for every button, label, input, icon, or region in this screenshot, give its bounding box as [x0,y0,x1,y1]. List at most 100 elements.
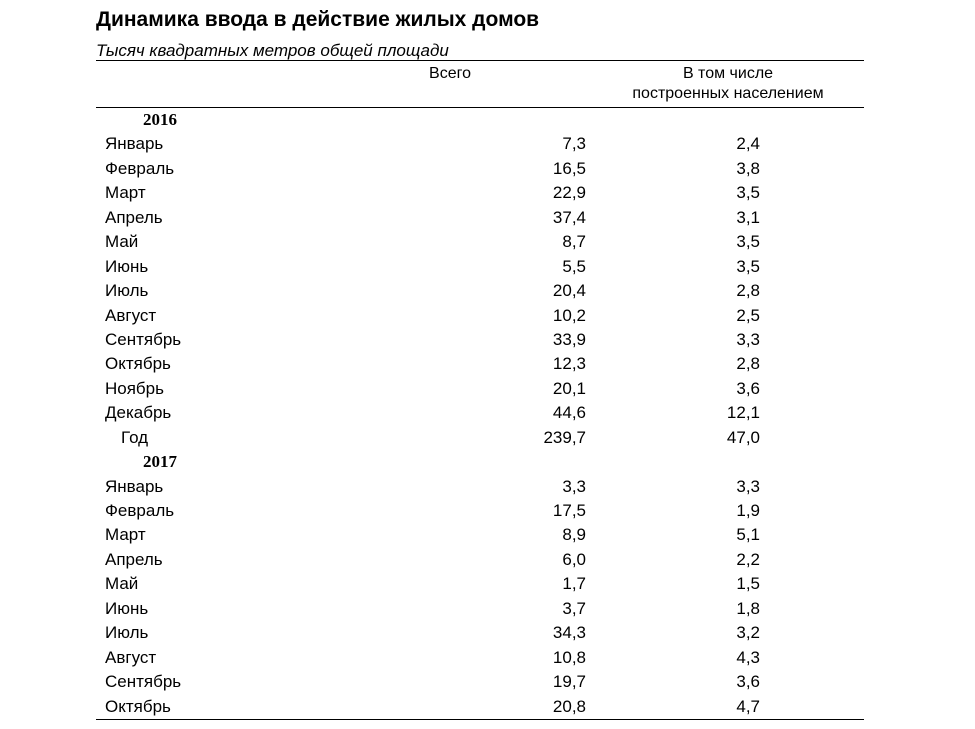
month-label: Октябрь [105,354,171,374]
population-value: 3,5 [736,232,760,252]
population-value: 47,0 [726,427,760,447]
total-value: 17,5 [552,501,586,520]
table-row: Апрель 37,4 3,1 [96,206,864,230]
total-value: 5,5 [562,256,586,276]
month-label: Июль [105,623,149,643]
total-value: 34,3 [552,623,586,643]
table-row: Июнь 5,5 3,5 [96,255,864,279]
month-label: Март [105,183,146,203]
table-row: Август 10,2 2,5 [96,304,864,328]
total-value: 3,7 [562,598,586,618]
population-value: 3,1 [736,207,760,227]
month-label: Август [105,305,157,325]
population-value: 3,5 [736,183,760,203]
table-row: Февраль 16,5 3,8 [96,157,864,181]
month-label: Апрель [105,549,163,569]
population-value: 3,3 [736,476,760,496]
month-label: Ноябрь [105,378,164,398]
table-row: Июнь 3,7 1,8 [96,597,864,621]
total-value: 33,9 [552,329,586,349]
month-label: Август [105,647,157,667]
month-label: Июнь [105,256,149,276]
table-row: Май 1,7 1,5 [96,572,864,596]
total-value: 37,4 [552,207,586,227]
total-value: 16,5 [552,158,586,178]
table-row: Октябрь 20,8 4,7 [96,695,864,719]
table-row: Февраль 17,5 1,9 [96,499,864,523]
total-value: 7,3 [562,134,586,154]
month-label: Май [105,232,139,252]
month-label: Февраль [105,158,175,178]
column-header-total: Всего [429,65,471,82]
population-value: 1,8 [736,598,760,618]
header-top-rule [96,60,864,61]
month-label: Декабрь [105,403,172,423]
month-label: Январь [105,476,164,496]
month-label: Октябрь [105,696,171,716]
table-row: Декабрь 44,6 12,1 [96,401,864,425]
table-row: Октябрь 12,3 2,8 [96,352,864,376]
total-value: 20,4 [552,281,586,301]
table-row: Июль 20,4 2,8 [96,279,864,303]
population-value: 2,2 [736,549,760,569]
year-label: 2016 [143,110,177,129]
table-row: Сентябрь 19,7 3,6 [96,670,864,694]
table-units-subtitle: Тысяч квадратных метров общей площади [96,41,449,60]
month-label: Июнь [105,598,149,618]
population-value: 3,6 [736,672,760,692]
total-value: 12,3 [552,354,586,374]
population-value: 3,3 [736,329,760,349]
data-table-body: 2016 Январь 7,3 2,4 Февраль 16,5 3,8 Март 22,9 3,… [96,108,864,719]
population-value: 2,5 [736,305,760,325]
table-row: Март 8,9 5,1 [96,523,864,547]
total-value: 10,8 [552,647,586,667]
month-label: Март [105,525,146,545]
column-header-population-line1: В том числе [682,65,774,82]
month-label: Июль [105,281,149,301]
table-row: Апрель 6,0 2,2 [96,548,864,572]
population-value: 3,2 [736,623,760,643]
population-value: 3,6 [736,378,760,398]
month-label: Апрель [105,207,163,227]
year-total-label: Год [121,427,149,447]
header-bottom-rule [96,107,864,108]
total-value: 6,0 [562,549,586,569]
table-row: Май 8,7 3,5 [96,230,864,254]
population-value: 4,7 [736,696,760,716]
population-value: 1,5 [736,574,760,594]
population-value: 12,1 [726,403,760,423]
population-value: 5,1 [736,525,760,545]
table-row: Ноябрь 20,1 3,6 [96,377,864,401]
month-label: Май [105,574,139,594]
total-value: 20,8 [552,696,586,716]
month-label: Февраль [105,501,175,520]
month-label: Сентябрь [105,672,182,692]
year-row: 2016 [96,108,864,132]
month-label: Январь [105,134,164,154]
total-value: 1,7 [562,574,586,594]
table-row: Август 10,8 4,3 [96,646,864,670]
population-value: 2,8 [736,354,760,374]
population-value: 2,8 [736,281,760,301]
total-value: 20,1 [552,378,586,398]
table-row: Сентябрь 33,9 3,3 [96,328,864,352]
population-value: 3,8 [736,158,760,178]
year-label: 2017 [143,452,177,472]
total-value: 239,7 [543,427,586,447]
population-value: 2,4 [736,134,760,154]
population-value: 1,9 [736,501,760,520]
page-title: Динамика ввода в действие жилых домов [96,8,540,31]
total-value: 44,6 [552,403,586,423]
table-row: Июль 34,3 3,2 [96,621,864,645]
total-value: 3,3 [562,476,586,496]
total-value: 10,2 [552,305,586,325]
total-value: 8,9 [562,525,586,545]
total-value: 8,7 [562,232,586,252]
total-value: 22,9 [552,183,586,203]
table-bottom-rule [96,719,864,720]
total-value: 19,7 [552,672,586,692]
table-row: Январь 7,3 2,4 [96,132,864,156]
population-value: 3,5 [736,256,760,276]
month-label: Сентябрь [105,329,182,349]
table-row: Март 22,9 3,5 [96,181,864,205]
